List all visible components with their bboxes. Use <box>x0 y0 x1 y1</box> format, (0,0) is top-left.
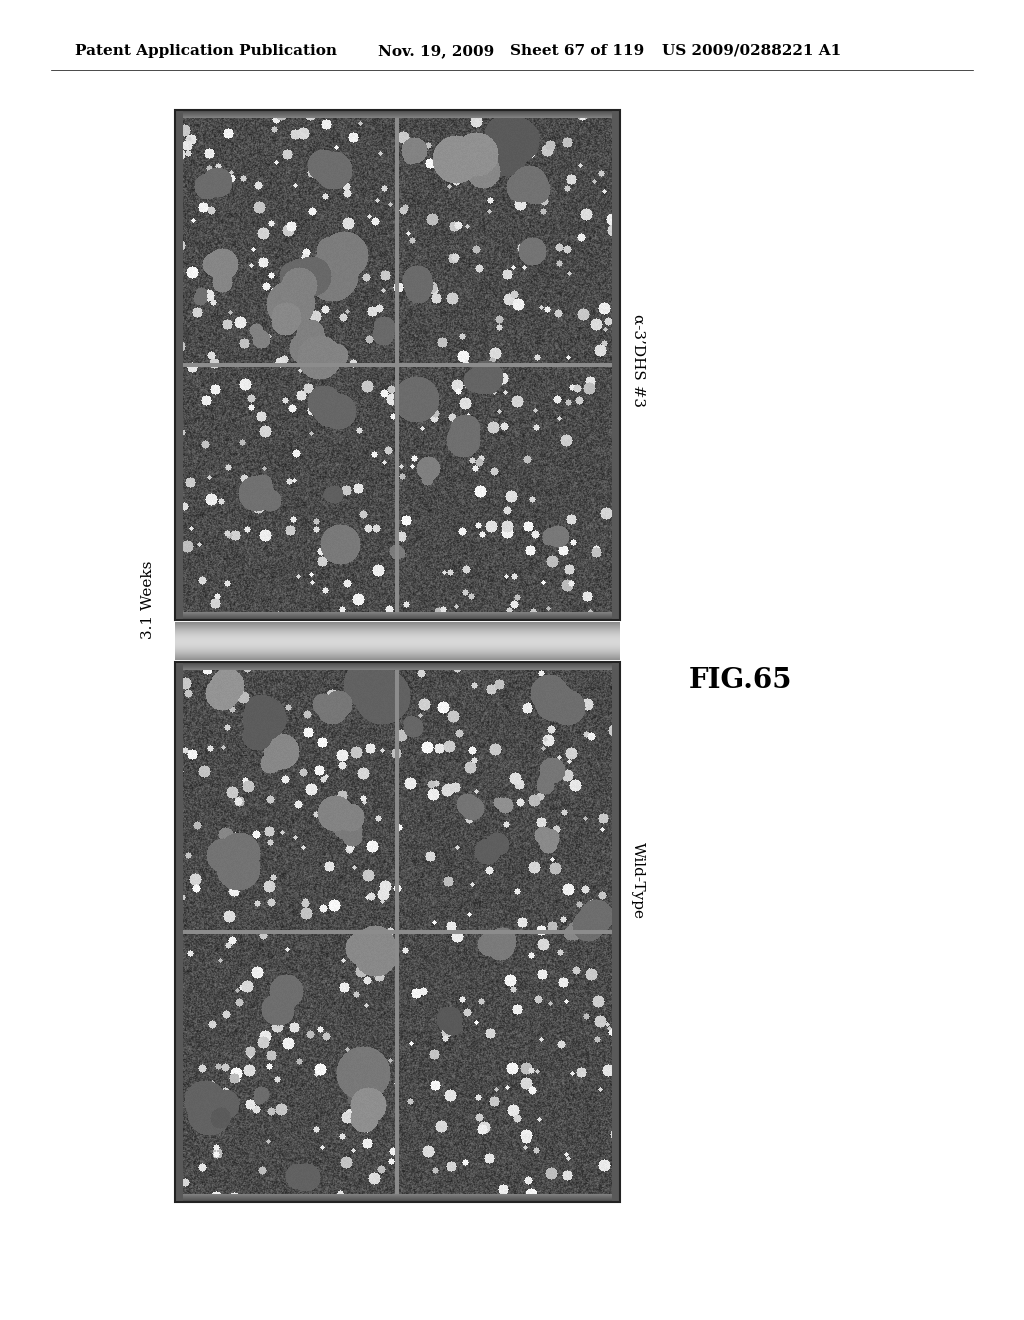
Text: Wild-Type: Wild-Type <box>631 842 645 919</box>
Text: α-3’DHS #3: α-3’DHS #3 <box>631 314 645 407</box>
Bar <box>175 110 620 620</box>
Text: Patent Application Publication: Patent Application Publication <box>75 44 337 58</box>
Text: US 2009/0288221 A1: US 2009/0288221 A1 <box>662 44 842 58</box>
Text: Sheet 67 of 119: Sheet 67 of 119 <box>510 44 644 58</box>
Text: FIG.65: FIG.65 <box>688 667 792 693</box>
Text: Nov. 19, 2009: Nov. 19, 2009 <box>378 44 495 58</box>
Bar <box>175 663 620 1203</box>
Text: 3.1 Weeks: 3.1 Weeks <box>141 561 155 639</box>
